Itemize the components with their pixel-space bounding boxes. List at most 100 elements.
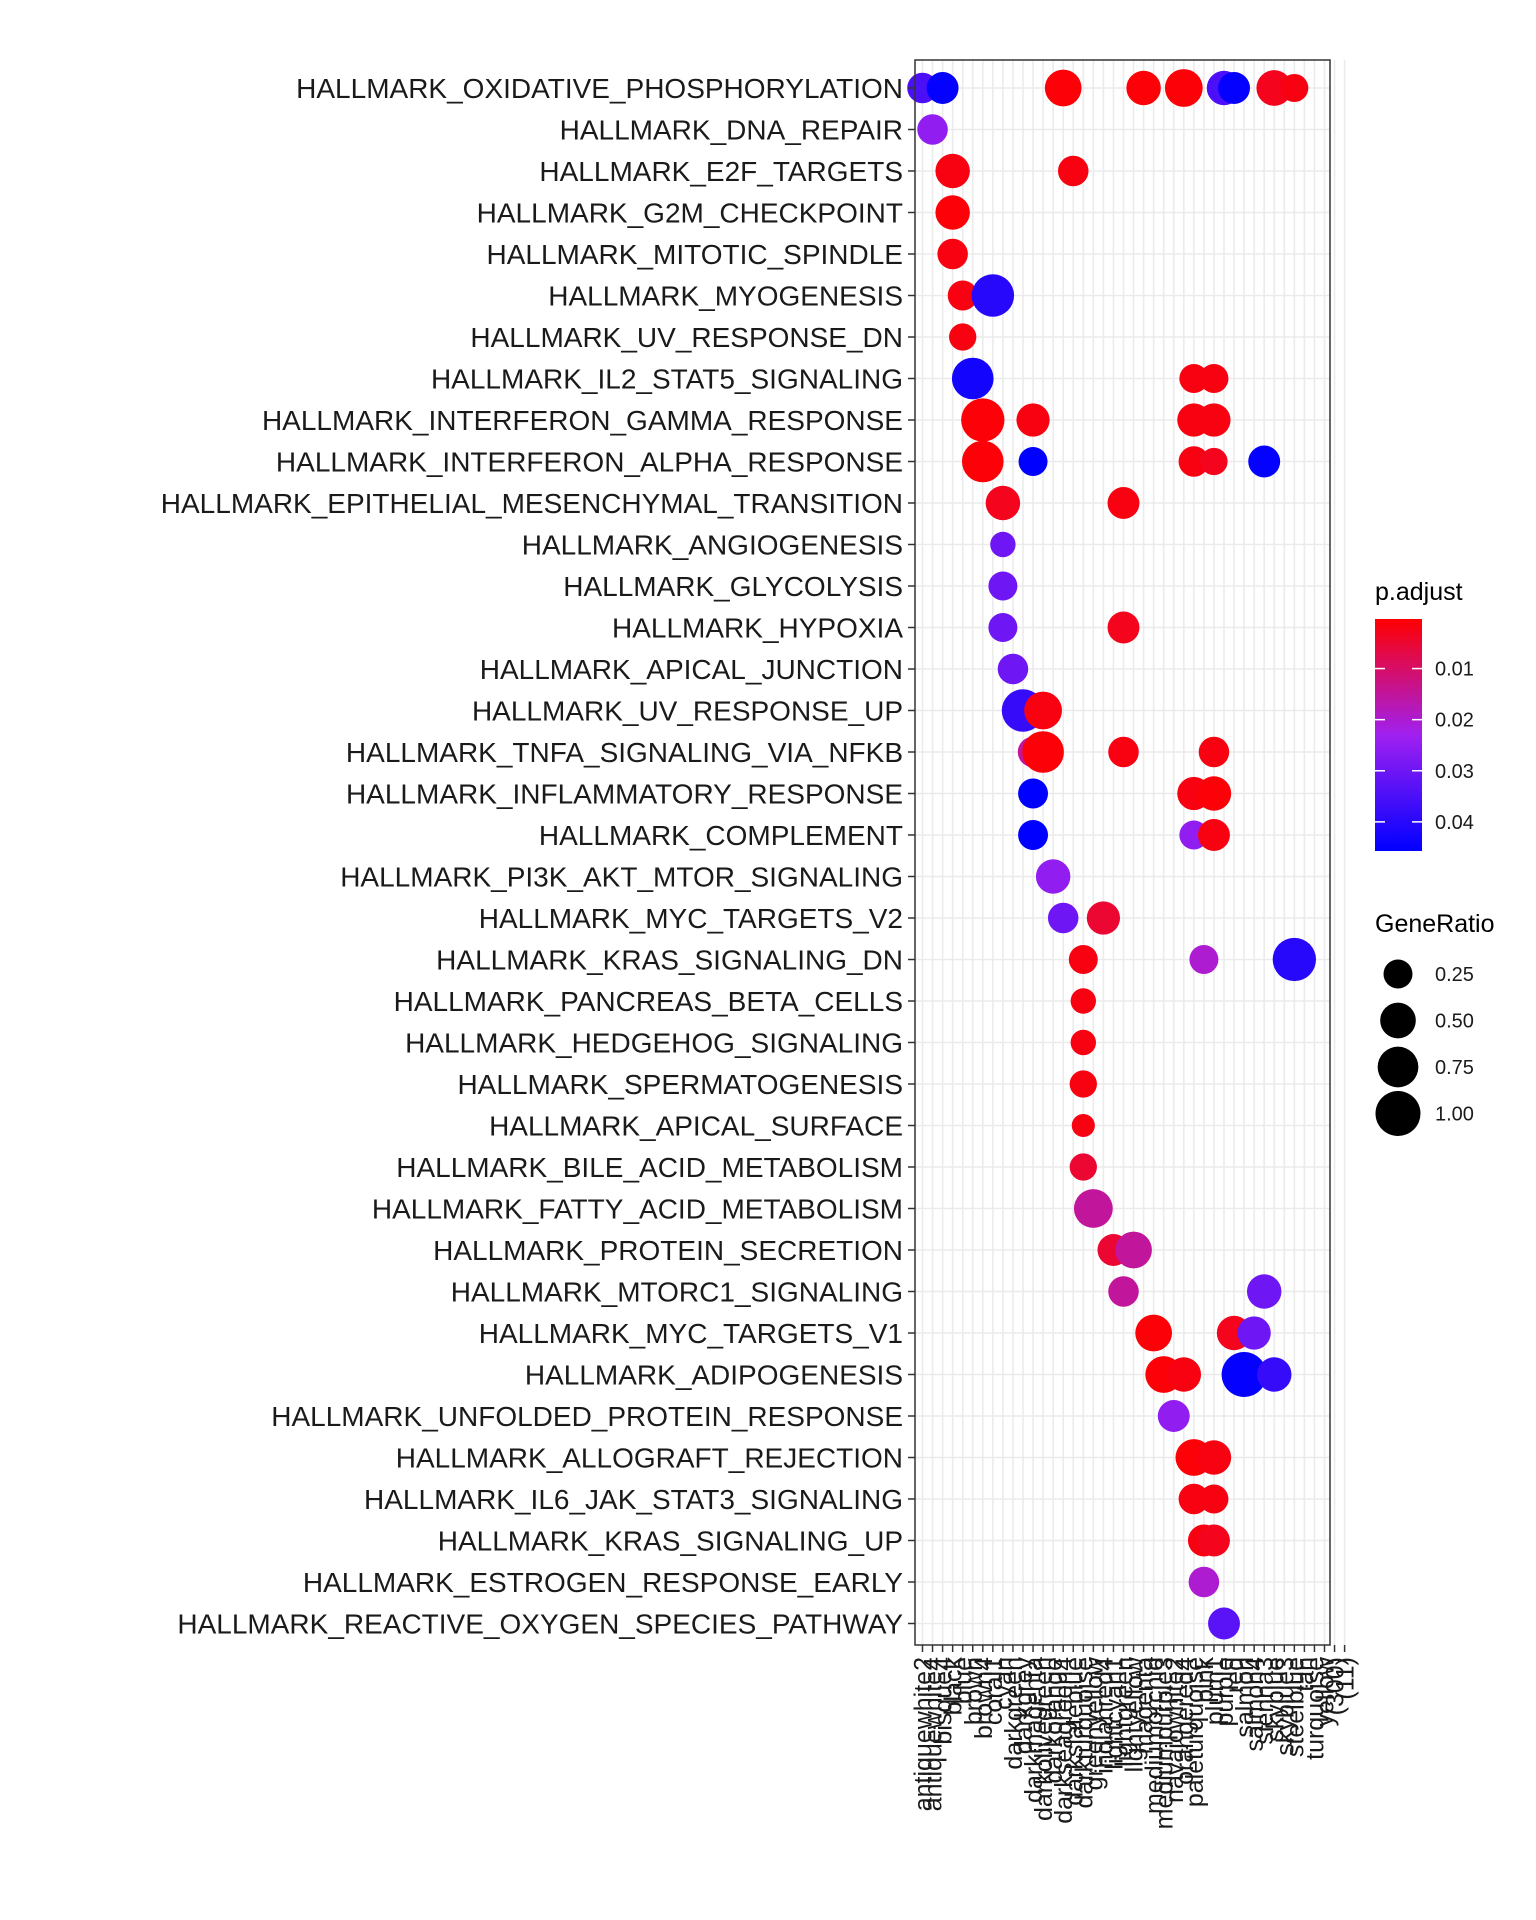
x-tick-label: yellow (1312, 1656, 1340, 1726)
data-point (1196, 1440, 1232, 1475)
color-legend-label: 0.04 (1435, 812, 1474, 834)
y-tick-label: HALLMARK_UV_RESPONSE_UP (472, 696, 903, 727)
data-point (1024, 691, 1062, 730)
data-point (1248, 445, 1281, 478)
x-tick-label: salmon (1231, 1657, 1259, 1738)
size-legend-label: 0.75 (1435, 1057, 1474, 1079)
color-legend-label: 0.01 (1435, 659, 1474, 681)
data-point (937, 238, 968, 270)
data-point (1057, 155, 1089, 187)
data-point (1199, 1484, 1229, 1514)
data-point (951, 357, 994, 400)
data-point (1179, 364, 1209, 393)
y-tick-label: HALLMARK_HEDGEHOG_SIGNALING (405, 1028, 903, 1059)
x-tick-label: blue (950, 1657, 978, 1704)
data-point (1218, 72, 1251, 104)
data-point (917, 114, 948, 145)
x-tick-label: coral1 (980, 1657, 1008, 1725)
size-legend-label: 0.50 (1435, 1011, 1474, 1033)
data-point (1107, 487, 1140, 519)
y-tick-label: HALLMARK_BILE_ACID_METABOLISM (396, 1152, 903, 1183)
y-tick-label: HALLMARK_MITOTIC_SPINDLE (487, 239, 904, 270)
color-legend-title: p.adjust (1375, 578, 1463, 606)
data-point (1208, 1607, 1240, 1640)
x-tick-label: steelblue (1281, 1657, 1309, 1757)
data-point (988, 571, 1018, 601)
y-tick-label: HALLMARK_INFLAMMATORY_RESPONSE (346, 779, 903, 810)
data-point (985, 485, 1021, 521)
data-point (1280, 73, 1309, 103)
x-tick-label: navajowhite2 (1161, 1657, 1189, 1803)
y-tick-label: HALLMARK_DNA_REPAIR (560, 115, 903, 146)
x-tick-label: darkturquoise (1070, 1657, 1098, 1808)
data-point (1086, 901, 1121, 935)
data-point (1256, 70, 1293, 106)
x-tick-label: pink (1191, 1657, 1219, 1703)
x-tick-label: darkolivegreen (1030, 1657, 1058, 1821)
y-tick-label: HALLMARK_EPITHELIAL_MESENCHYMAL_TRANSITI… (161, 488, 903, 519)
y-tick-label: HALLMARK_MTORC1_SIGNALING (451, 1277, 903, 1308)
data-points (907, 69, 1317, 1640)
data-point (926, 72, 959, 104)
color-legend: p.adjust 0.01 0.02 0.03 0.04 (1375, 578, 1474, 851)
x-tick-label: bisque4 (930, 1657, 958, 1745)
data-point (1237, 1316, 1271, 1350)
x-tick-label: skyblue3 (1271, 1657, 1299, 1756)
y-tick-label: HALLMARK_HYPOXIA (612, 613, 903, 644)
data-point (1135, 1314, 1173, 1352)
x-tick-label: mediumorchid (1141, 1657, 1169, 1814)
y-tick-label: HALLMARK_ADIPOGENESIS (525, 1360, 903, 1391)
x-tick-label: antiquewhite2 (910, 1657, 938, 1811)
data-point (1068, 945, 1098, 974)
size-legend-label: 0.25 (1435, 964, 1474, 986)
y-tick-label: HALLMARK_SPERMATOGENESIS (457, 1069, 903, 1100)
data-point (1107, 611, 1140, 644)
data-point (1069, 1153, 1097, 1181)
data-point (1178, 446, 1210, 477)
size-legend-key (1377, 1046, 1419, 1088)
y-tick-label: HALLMARK_KRAS_SIGNALING_DN (436, 945, 903, 976)
data-point (1189, 945, 1219, 974)
y-tick-label: HALLMARK_APICAL_SURFACE (489, 1111, 903, 1142)
y-tick-label: HALLMARK_G2M_CHECKPOINT (477, 198, 903, 229)
data-point (1164, 69, 1203, 107)
size-legend-label: 1.00 (1435, 1104, 1474, 1126)
color-legend-label: 0.02 (1435, 710, 1474, 732)
x-tick-label: darkgrey (1010, 1657, 1038, 1755)
x-tick-label: (300) (1322, 1657, 1350, 1715)
data-point (1018, 820, 1049, 850)
x-tick-label: darkgreen (1000, 1657, 1028, 1770)
size-legend-key (1375, 1091, 1421, 1136)
y-axis: HALLMARK_OXIDATIVE_PHOSPHORYLATION HALLMA… (161, 73, 915, 1640)
y-tick-label: HALLMARK_APICAL_JUNCTION (480, 654, 903, 685)
x-tick-label: paleturquoise (1181, 1657, 1209, 1807)
y-tick-label: HALLMARK_OXIDATIVE_PHOSPHORYLATION (296, 73, 903, 104)
y-tick-label: HALLMARK_ALLOGRAFT_REJECTION (396, 1443, 903, 1474)
y-tick-label: HALLMARK_E2F_TARGETS (539, 156, 903, 187)
y-tick-label: HALLMARK_PROTEIN_SECRETION (433, 1235, 903, 1266)
x-tick-label: (11) (1332, 1657, 1360, 1700)
x-tick-label: brown (960, 1657, 988, 1725)
grid-lines (915, 60, 1346, 1645)
data-point (1199, 364, 1229, 393)
data-point (1157, 1400, 1190, 1432)
y-tick-label: HALLMARK_TNFA_SIGNALING_VIA_NFKB (346, 737, 903, 768)
data-point (1197, 819, 1230, 851)
x-tick-label: sienna3 (1251, 1657, 1279, 1745)
x-tick-label: darkorange (1040, 1657, 1068, 1783)
x-tick-label: greenyellow (1080, 1656, 1108, 1790)
y-tick-label: HALLMARK_PANCREAS_BETA_CELLS (394, 986, 903, 1017)
x-tick-label: brown4 (970, 1657, 998, 1739)
y-tick-label: HALLMARK_ESTROGEN_RESPONSE_EARLY (303, 1567, 903, 1598)
data-point (1022, 731, 1064, 773)
x-tick-label: lightgreen (1111, 1657, 1139, 1767)
data-point (1197, 403, 1231, 437)
x-tick-label: cyan (990, 1657, 1018, 1710)
y-tick-label: HALLMARK_UNFOLDED_PROTEIN_RESPONSE (271, 1401, 903, 1432)
x-tick-label: tan (1291, 1657, 1319, 1692)
y-tick-label: HALLMARK_INTERFERON_GAMMA_RESPONSE (262, 405, 903, 436)
x-tick-label: magenta (1131, 1657, 1159, 1754)
color-legend-bar (1375, 619, 1422, 851)
data-point (1071, 1113, 1095, 1138)
